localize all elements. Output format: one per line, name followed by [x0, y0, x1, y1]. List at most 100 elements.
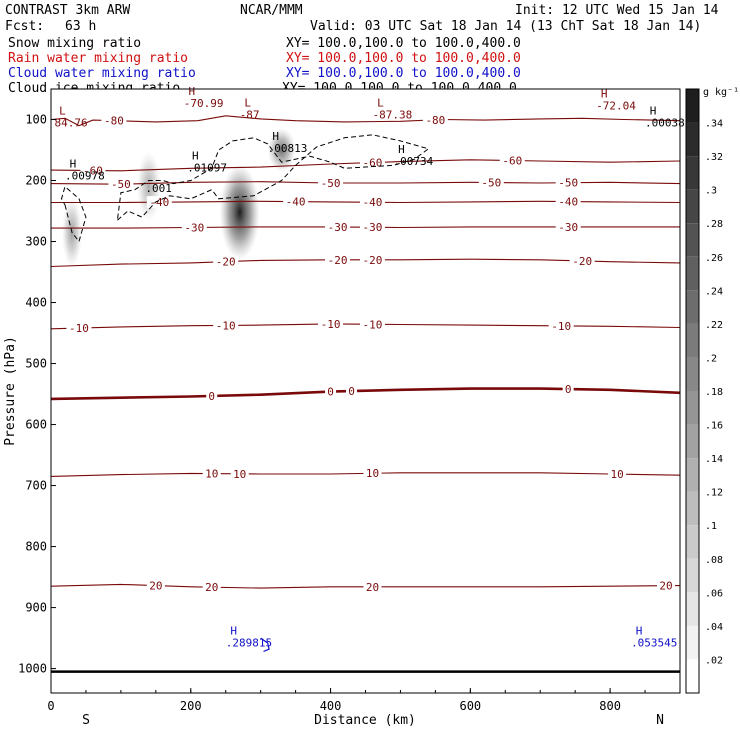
extremum-marker-H: H [70, 158, 77, 171]
colorbar-tick-label: .16 [705, 421, 723, 432]
isotherm-label-bg [562, 383, 574, 396]
extremum-value: .289815 [226, 636, 272, 649]
colorbar-swatch [686, 323, 699, 358]
isotherm--80 [50, 115, 681, 127]
isotherm-label-bg [359, 196, 385, 209]
extremum-marker-L: L [59, 105, 66, 118]
isotherm-label: -50 [558, 177, 578, 190]
y-tick-label: 900 [25, 601, 47, 615]
colorbar-swatch [686, 290, 699, 324]
colorbar-tick-label: .02 [705, 655, 723, 666]
isotherm-label: -60 [502, 155, 522, 168]
x-tick-label: 800 [599, 699, 621, 713]
isotherm-label-bg [548, 319, 574, 332]
extremum-value: .00038 [645, 117, 685, 130]
cloud-water-outline [260, 637, 270, 653]
extremum-value: .00978 [65, 170, 105, 183]
forecast-label: Fcst: [5, 19, 44, 34]
isotherm-label-bg [346, 385, 358, 398]
isotherm-label-bg [283, 195, 309, 208]
extremum-value: -70.99 [184, 97, 224, 110]
isotherm-label: -80 [104, 115, 124, 128]
isotherm-label-bg [555, 220, 581, 233]
colorbar-swatch [686, 592, 699, 626]
isotherm-label-bg [318, 176, 344, 189]
colorbar-tick-label: .24 [705, 286, 723, 297]
extremum-value: 84.76 [54, 117, 87, 130]
y-tick-label: 600 [25, 418, 47, 432]
cloud-ice-outline-0 [60, 185, 87, 243]
extremum-value: -87 [240, 109, 260, 122]
colorbar-tick-label: .14 [705, 454, 723, 465]
model-title: CONTRAST 3km ARW [5, 3, 130, 18]
extremum-value: .01097 [187, 162, 227, 175]
isotherm-label: -10 [551, 320, 571, 333]
isotherm-label: -20 [216, 256, 236, 269]
isotherm-label: -50 [111, 178, 131, 191]
colorbar-swatch [686, 122, 699, 157]
isotherm-label: 20 [659, 580, 672, 593]
plot-area: -80 -80-60-60 -60-50 -50 -50 -50-40 -40 -40 -40-… [50, 85, 685, 694]
field-name-rain: Rain water mixing ratio [8, 51, 188, 66]
y-axis-label: Pressure (hPa) [3, 336, 18, 446]
isotherm-label-bg [213, 255, 239, 268]
extremum-marker-H: H [192, 150, 199, 163]
south-label: S [82, 713, 90, 728]
extremum-marker-L: L [244, 97, 251, 110]
extremum-marker-H: H [601, 87, 608, 100]
extremum-value: -72.04 [596, 99, 636, 112]
valid-time: Valid: 03 UTC Sat 18 Jan 14 (13 ChT Sat … [310, 19, 701, 34]
isotherm-label-bg [202, 467, 221, 480]
temperature-contours: -80 -80-60-60 -60-50 -50 -50 -50-40 -40 -40 -40-… [50, 113, 681, 594]
colorbar-tick-label: .22 [705, 320, 723, 331]
field-xy-rain: XY= 100.0,100.0 to 100.0,400.0 [286, 51, 521, 66]
isotherm-label: -40 [558, 196, 578, 209]
colorbar-tick-label: .18 [705, 387, 723, 398]
isotherm-label-bg [359, 156, 385, 169]
colorbar-tick-label: .34 [705, 119, 723, 130]
isotherm-label: 20 [366, 581, 379, 594]
colorbar-tick-label: .2 [705, 353, 717, 364]
isotherm-label-bg [422, 113, 448, 126]
colorbar-tick-label: .26 [705, 253, 723, 264]
x-axis: 0 200 400 600 800 [47, 688, 681, 713]
isotherm-label: -10 [321, 318, 341, 331]
isotherm-label: -40 [363, 196, 383, 209]
isotherm-label: -10 [363, 318, 383, 331]
colorbar-frame [685, 88, 700, 694]
isotherm-label-bg [555, 195, 581, 208]
colorbar-unit: g kg⁻¹ [703, 87, 739, 98]
field-name-snow: Snow mixing ratio [8, 36, 141, 51]
isotherm-label-bg [359, 253, 385, 266]
x-tick-label: 400 [320, 699, 342, 713]
colorbar-tick-label: .32 [705, 152, 723, 163]
isotherm-label: -30 [328, 221, 348, 234]
colorbar-swatch [686, 223, 699, 257]
north-label: N [656, 713, 664, 728]
isotherm-label: -40 [149, 196, 169, 209]
isotherm-label-bg [181, 221, 207, 234]
colorbar-swatch [686, 659, 699, 693]
isotherm-label: -40 [286, 196, 306, 209]
isotherm-label: -20 [328, 254, 348, 267]
isotherm-label-bg [325, 253, 351, 266]
isotherm-label: 0 [565, 383, 572, 396]
isotherm-label: -60 [363, 157, 383, 170]
extremum-marker-H: H [272, 130, 279, 143]
center-title: NCAR/MMM [240, 3, 303, 18]
y-tick-label: 300 [25, 235, 47, 249]
isotherm-label-bg [499, 154, 525, 167]
y-tick-label: 500 [25, 357, 47, 371]
colorbar-swatch [686, 189, 699, 224]
isotherm-label: -10 [216, 319, 236, 332]
isotherm-label: 10 [233, 468, 246, 481]
isotherm-label: -20 [363, 254, 383, 267]
colorbar-tick-label: .06 [705, 588, 723, 599]
isotherm-label-bg [101, 114, 127, 127]
extremum-value: .001 [145, 182, 172, 195]
isotherm-label-bg [359, 221, 385, 234]
y-tick-label: 400 [25, 296, 47, 310]
cloud-ice-outline-1 [116, 134, 430, 222]
x-tick-label: 200 [180, 699, 202, 713]
isotherm-label-bg [325, 385, 337, 398]
